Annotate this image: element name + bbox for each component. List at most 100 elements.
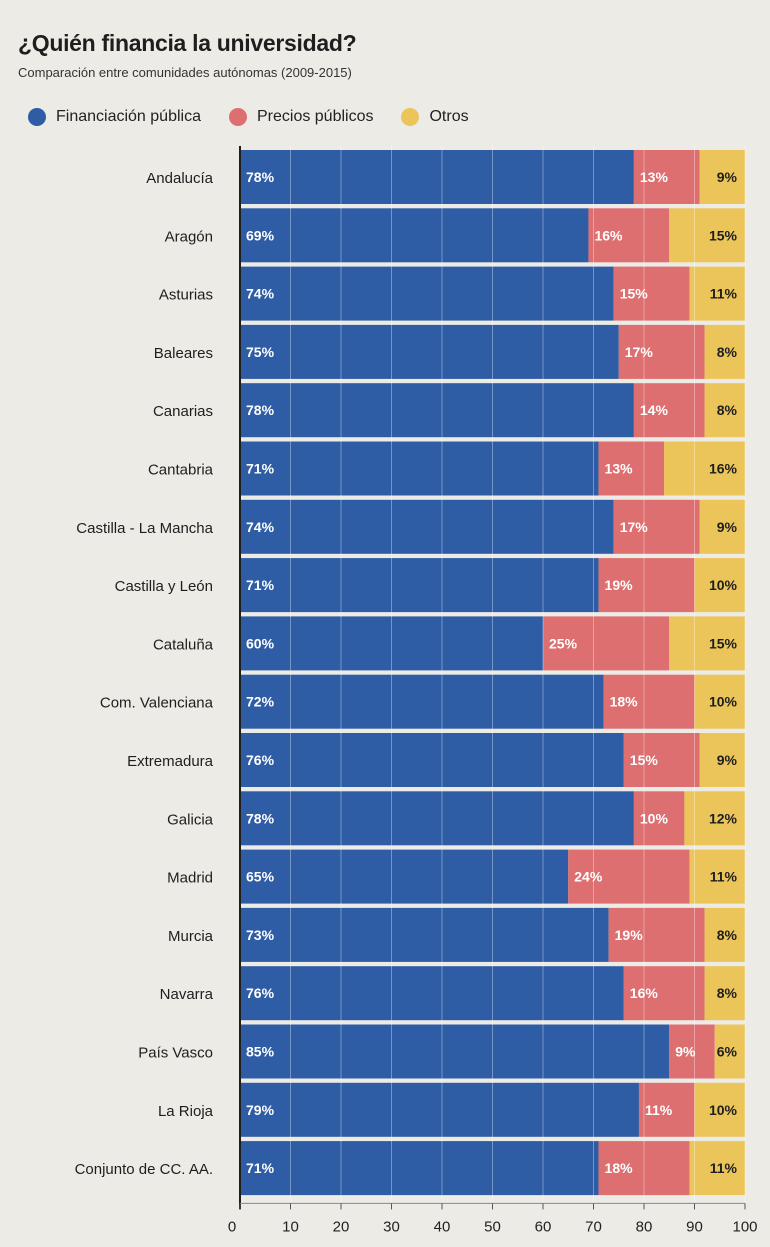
category-label-14: Navarra	[160, 986, 214, 1003]
category-label-15: País Vasco	[138, 1045, 213, 1062]
bar-others-12	[689, 849, 745, 904]
value-label-public-0: 78%	[246, 169, 275, 185]
bar-prices-14	[623, 966, 705, 1021]
legend-swatch-prices	[228, 108, 247, 126]
value-label-others-2: 11%	[710, 286, 738, 302]
value-label-public-5: 71%	[246, 461, 275, 477]
legend-label-prices: Precios públicos	[256, 108, 374, 125]
bar-others-9	[694, 674, 745, 729]
value-label-prices-1: 16%	[594, 227, 623, 243]
value-label-prices-11: 10%	[640, 810, 669, 826]
value-label-prices-4: 14%	[640, 402, 669, 418]
bar-others-1	[669, 208, 745, 263]
bar-public-6	[240, 499, 614, 554]
bar-prices-8	[543, 616, 670, 671]
x-tick-label-40: 40	[434, 1218, 451, 1235]
x-tick-label-100: 100	[732, 1218, 757, 1235]
x-tick-label-90: 90	[686, 1218, 703, 1235]
value-label-public-11: 78%	[246, 810, 275, 826]
x-tick-label-0: 0	[228, 1218, 236, 1235]
bar-public-9	[240, 674, 604, 729]
bar-prices-10	[623, 733, 700, 787]
bar-public-3	[240, 324, 619, 379]
bar-public-1	[240, 208, 589, 263]
bar-prices-13	[608, 907, 705, 962]
value-label-public-7: 71%	[246, 577, 275, 593]
bar-others-14	[704, 966, 745, 1021]
bar-prices-2	[613, 266, 690, 321]
chart-title: ¿Quién financia la universidad?	[18, 30, 357, 56]
value-label-public-1: 69%	[246, 227, 275, 243]
bar-prices-15	[669, 1024, 715, 1079]
value-label-prices-8: 25%	[549, 635, 578, 651]
value-label-public-14: 76%	[246, 985, 275, 1001]
value-label-public-13: 73%	[246, 927, 275, 943]
value-label-public-4: 78%	[246, 402, 275, 418]
bar-others-16	[694, 1082, 745, 1137]
value-label-public-3: 75%	[246, 344, 275, 360]
chart-subtitle: Comparación entre comunidades autónomas …	[18, 65, 352, 80]
bar-others-4	[704, 383, 745, 438]
legend-label-public: Financiación pública	[56, 108, 201, 125]
bar-public-5	[240, 441, 599, 496]
value-label-others-6: 9%	[717, 519, 738, 535]
value-label-others-13: 8%	[717, 927, 738, 943]
value-label-prices-0: 13%	[640, 169, 669, 185]
bar-prices-5	[598, 441, 665, 496]
value-label-prices-10: 15%	[630, 752, 659, 768]
value-label-others-16: 10%	[709, 1102, 738, 1118]
value-label-others-10: 9%	[717, 752, 738, 768]
bar-prices-11	[633, 791, 685, 846]
category-label-8: Cataluña	[153, 636, 214, 653]
value-label-others-12: 11%	[710, 869, 738, 885]
value-label-prices-5: 13%	[605, 461, 634, 477]
bar-public-7	[240, 558, 599, 613]
bar-public-17	[240, 1141, 599, 1196]
legend-item-others: Otros	[401, 108, 469, 126]
value-label-prices-17: 18%	[605, 1160, 634, 1176]
value-label-public-15: 85%	[246, 1044, 275, 1060]
bar-others-15	[714, 1024, 745, 1079]
x-tick-label-80: 80	[636, 1218, 653, 1235]
value-label-public-8: 60%	[246, 635, 275, 651]
value-label-prices-2: 15%	[620, 286, 649, 302]
bar-others-2	[689, 266, 745, 321]
bar-public-12	[240, 849, 569, 904]
bar-others-7	[694, 558, 745, 613]
bar-others-8	[669, 616, 745, 671]
bar-public-13	[240, 907, 609, 962]
category-label-9: Com. Valenciana	[100, 695, 214, 712]
bar-prices-9	[603, 674, 695, 729]
value-label-public-12: 65%	[246, 869, 275, 885]
bar-prices-17	[598, 1141, 690, 1196]
category-label-0: Andalucía	[146, 170, 213, 187]
bar-public-11	[240, 791, 634, 846]
legend-label-others: Otros	[429, 108, 469, 125]
bar-others-6	[699, 499, 745, 554]
bar-public-0	[240, 150, 634, 204]
bar-prices-0	[633, 150, 700, 204]
value-label-public-10: 76%	[246, 752, 275, 768]
value-label-others-7: 10%	[709, 577, 738, 593]
value-label-prices-14: 16%	[630, 985, 659, 1001]
value-label-prices-9: 18%	[610, 694, 639, 710]
bar-public-2	[240, 266, 614, 321]
bar-public-14	[240, 966, 624, 1021]
value-label-public-2: 74%	[246, 286, 275, 302]
bar-public-8	[240, 616, 543, 671]
value-label-others-15: 6%	[717, 1044, 738, 1060]
value-label-prices-16: 11%	[645, 1102, 673, 1118]
bar-others-17	[689, 1141, 745, 1196]
value-label-others-8: 15%	[709, 635, 738, 651]
legend-swatch-public	[28, 108, 46, 126]
category-label-3: Baleares	[154, 345, 213, 362]
value-label-public-17: 71%	[246, 1160, 275, 1176]
x-tick-label-70: 70	[585, 1218, 602, 1235]
category-label-1: Aragón	[165, 228, 213, 245]
bar-prices-16	[638, 1082, 695, 1137]
value-label-public-16: 79%	[246, 1102, 275, 1118]
category-label-5: Cantabria	[148, 462, 214, 479]
bar-others-13	[704, 907, 745, 962]
value-label-others-1: 15%	[709, 227, 738, 243]
bar-prices-12	[568, 849, 690, 904]
